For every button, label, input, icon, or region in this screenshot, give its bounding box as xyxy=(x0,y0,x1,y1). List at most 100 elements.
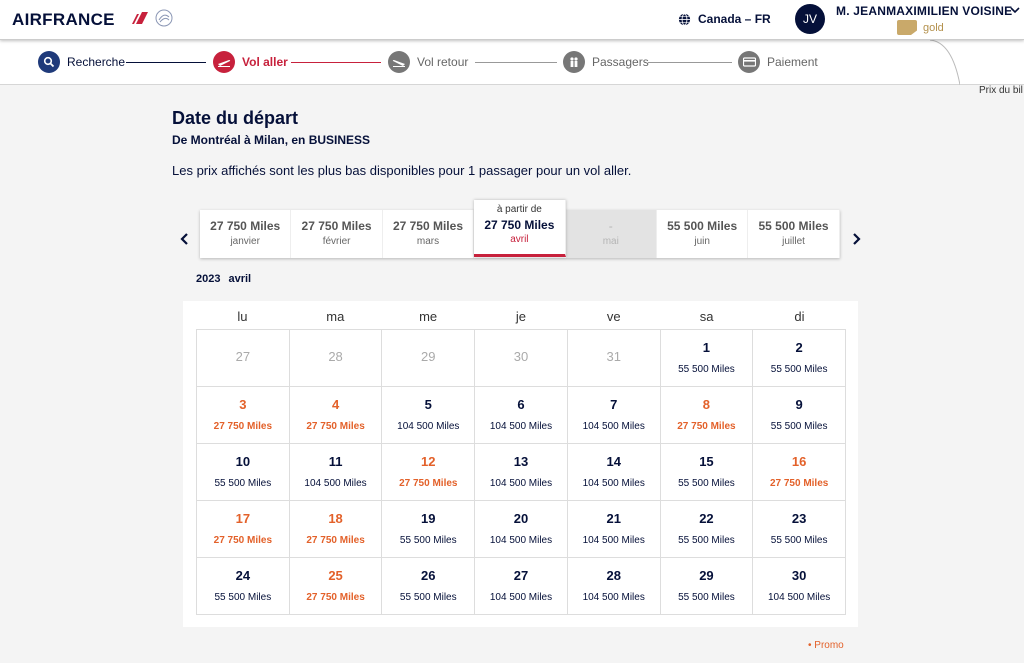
day-number: 13 xyxy=(513,454,529,469)
month-tab[interactable]: à partir de 27 750 Miles avril xyxy=(474,200,566,257)
day-price: 55 500 Miles xyxy=(399,592,457,603)
calendar: lu ma me je ve sa di 27 28 29 30 31 1 55 500 Miles 2 5… xyxy=(183,301,858,627)
avatar[interactable]: JV xyxy=(795,4,825,34)
day-price: 104 500 Miles xyxy=(489,421,553,432)
day-price: 27 750 Miles xyxy=(306,535,365,546)
month-tab[interactable]: 27 750 Miles janvier xyxy=(200,210,292,258)
calendar-day[interactable]: 14 104 500 Miles xyxy=(567,444,661,501)
day-number: 18 xyxy=(328,511,343,526)
calendar-day: 30 xyxy=(475,330,568,387)
step-recherche[interactable]: Recherche xyxy=(38,51,125,73)
month-name: juin xyxy=(694,236,710,247)
tier-badge: gold xyxy=(897,20,944,35)
calendar-day[interactable]: 10 55 500 Miles xyxy=(197,444,290,501)
calendar-day[interactable]: 23 55 500 Miles xyxy=(753,501,846,558)
day-price: 104 500 Miles xyxy=(582,535,645,546)
month-tab[interactable]: 27 750 Miles février xyxy=(291,210,383,258)
day-number: 29 xyxy=(699,568,714,583)
chevron-left-icon[interactable] xyxy=(178,232,190,246)
day-price: 55 500 Miles xyxy=(678,592,735,603)
month-tab[interactable]: 55 500 Miles juillet xyxy=(748,210,840,258)
calendar-day[interactable]: 12 27 750 Miles xyxy=(382,444,476,501)
month-price: 55 500 Miles xyxy=(667,219,738,233)
calendar-day[interactable]: 24 55 500 Miles xyxy=(197,558,290,615)
calendar-day[interactable]: 3 27 750 Miles xyxy=(197,387,290,444)
calendar-day[interactable]: 20 104 500 Miles xyxy=(475,501,568,558)
day-price: 104 500 Miles xyxy=(489,535,553,546)
calendar-day[interactable]: 29 55 500 Miles xyxy=(660,558,754,615)
day-number: 5 xyxy=(424,397,432,412)
user-name[interactable]: M. JEANMAXIMILIEN VOISINE xyxy=(836,4,1013,18)
step-vol-aller[interactable]: Vol aller xyxy=(213,51,288,73)
calendar-day[interactable]: 27 104 500 Miles xyxy=(475,558,568,615)
chevron-down-icon[interactable] xyxy=(1010,5,1020,15)
calendar-day: 28 xyxy=(289,330,383,387)
day-number: 3 xyxy=(239,397,247,412)
calendar-day[interactable]: 8 27 750 Miles xyxy=(660,387,754,444)
plane-departure-icon xyxy=(213,51,235,73)
step-paiement[interactable]: Paiement xyxy=(738,51,818,73)
month-tab[interactable]: 55 500 Miles juin xyxy=(657,210,749,258)
day-number: 30 xyxy=(791,568,807,583)
chevron-right-icon[interactable] xyxy=(851,232,863,246)
price-summary-label[interactable]: Prix du bil xyxy=(979,85,1023,96)
airfrance-logo[interactable]: AIRFRANCE xyxy=(12,10,115,29)
day-price: 104 500 Miles xyxy=(397,421,460,432)
day-number: 12 xyxy=(421,454,436,469)
calendar-day[interactable]: 2 55 500 Miles xyxy=(753,330,846,387)
calendar-day[interactable]: 6 104 500 Miles xyxy=(475,387,568,444)
calendar-day[interactable]: 26 55 500 Miles xyxy=(382,558,476,615)
calendar-day[interactable]: 5 104 500 Miles xyxy=(382,387,476,444)
calendar-day[interactable]: 15 55 500 Miles xyxy=(660,444,754,501)
day-number: 1 xyxy=(702,340,711,355)
calendar-day[interactable]: 9 55 500 Miles xyxy=(753,387,846,444)
gold-card-icon xyxy=(897,20,917,35)
calendar-day[interactable]: 21 104 500 Miles xyxy=(567,501,661,558)
calendar-day[interactable]: 17 27 750 Miles xyxy=(197,501,290,558)
calendar-day[interactable]: 22 55 500 Miles xyxy=(660,501,754,558)
calendar-day[interactable]: 18 27 750 Miles xyxy=(289,501,383,558)
calendar-day[interactable]: 16 27 750 Miles xyxy=(753,444,846,501)
day-price: 104 500 Miles xyxy=(489,592,553,603)
calendar-day[interactable]: 25 27 750 Miles xyxy=(289,558,383,615)
step-label: Vol retour xyxy=(417,55,469,69)
month-tab: - mai xyxy=(565,210,657,258)
day-number: 24 xyxy=(235,568,251,583)
calendar-day[interactable]: 1 55 500 Miles xyxy=(660,330,754,387)
day-number: 31 xyxy=(606,349,621,364)
calendar-day: 31 xyxy=(567,330,661,387)
calendar-day[interactable]: 13 104 500 Miles xyxy=(475,444,568,501)
day-number: 15 xyxy=(699,454,714,469)
calendar-day[interactable]: 7 104 500 Miles xyxy=(567,387,661,444)
day-price: 55 500 Miles xyxy=(214,478,272,489)
weekday-label: sa xyxy=(699,309,714,324)
day-price: 27 750 Miles xyxy=(769,478,829,489)
weekday-header: lu ma me je ve sa di xyxy=(196,309,846,324)
month-name: avril xyxy=(510,234,529,245)
calendar-year: 2023 xyxy=(196,273,221,285)
step-vol-retour[interactable]: Vol retour xyxy=(388,51,468,73)
calendar-day[interactable]: 30 104 500 Miles xyxy=(753,558,846,615)
day-number: 27 xyxy=(513,568,529,583)
day-number: 23 xyxy=(791,511,807,526)
day-number: 7 xyxy=(610,397,618,412)
month-carousel: 27 750 Miles janvier 27 750 Miles février 27… xyxy=(200,200,840,258)
calendar-day[interactable]: 4 27 750 Miles xyxy=(289,387,383,444)
skyteam-seal-icon xyxy=(155,9,173,27)
day-number: 16 xyxy=(791,454,807,469)
calendar-day[interactable]: 19 55 500 Miles xyxy=(382,501,476,558)
region-selector[interactable]: Canada – FR xyxy=(678,12,771,26)
step-passagers[interactable]: Passagers xyxy=(563,51,649,73)
calendar-month: avril xyxy=(228,273,252,285)
day-number: 30 xyxy=(513,349,529,364)
month-name: mars xyxy=(416,236,440,247)
day-number: 26 xyxy=(421,568,436,583)
month-name: février xyxy=(322,236,351,247)
month-price: 27 750 Miles xyxy=(484,218,555,232)
weekday-label: me xyxy=(419,309,438,324)
day-number: 19 xyxy=(421,511,436,526)
month-tab[interactable]: 27 750 Miles mars xyxy=(383,210,475,258)
step-connector xyxy=(475,62,557,63)
calendar-day[interactable]: 11 104 500 Miles xyxy=(289,444,383,501)
calendar-day[interactable]: 28 104 500 Miles xyxy=(567,558,661,615)
